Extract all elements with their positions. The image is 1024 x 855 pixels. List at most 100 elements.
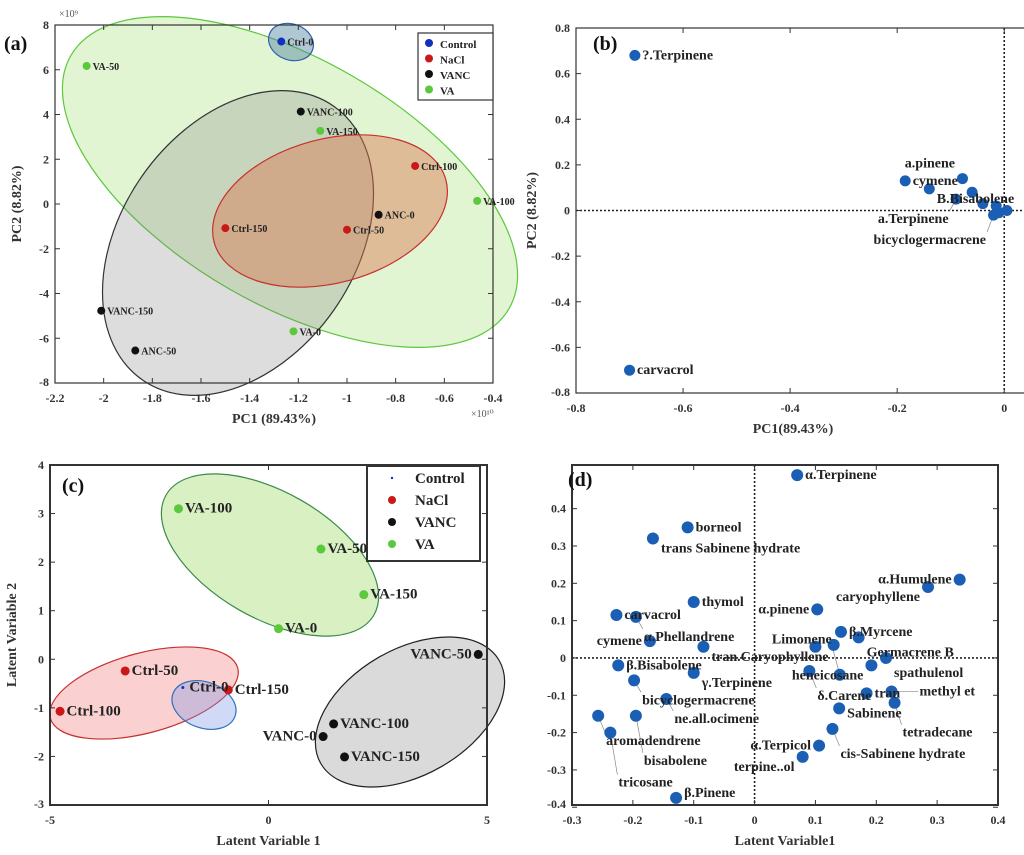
data-point [687,666,700,679]
legend-marker [425,70,433,78]
point-label: Germacrene B [867,645,954,660]
x-exponent: ×10¹⁰ [471,409,494,420]
x-tick-label: -2 [99,391,109,405]
point-label: β.Myrcene [849,625,912,640]
data-point [956,173,968,185]
x-tick-label: 0.3 [930,813,945,827]
data-point [316,126,325,135]
point-label: VANC-100 [307,108,353,119]
x-tick-label: -0.2 [888,401,907,415]
point-label: β.Bisabolene [626,658,701,673]
y-tick-label: 0 [43,197,49,211]
x-tick-label: -1.2 [289,391,308,405]
point-label: α.Terpicol [750,739,811,754]
data-point [813,739,826,752]
data-point [629,610,642,623]
y-axis-label: PC2 (8.82%) [10,165,25,242]
data-point [612,659,625,672]
legend-entry: VANC [415,515,456,531]
data-point [811,603,824,616]
y-tick-label: -0.3 [547,763,566,777]
panel-d: -0.3 -0.2 -0.1 0 0.1 0.2 0.3 0.4 -0.4 -0.3 -0.2 -0.… [547,464,1006,849]
label-leader-line [609,732,618,775]
points-layer [55,504,483,762]
data-point [880,651,893,664]
point-label: thymol [702,595,744,610]
y-tick-label: -3 [34,797,44,811]
y-tick-label: 0.2 [551,576,566,590]
data-point [289,327,298,336]
x-tick-label: -0.4 [781,401,800,415]
legend-entry: VA [440,86,455,98]
data-point [277,37,286,46]
y-exponent: ×10⁹ [59,9,79,20]
point-label: cymene [913,174,958,189]
confidence-ellipse [212,134,448,288]
y-tick-label: 8 [43,18,49,32]
legend-marker [388,540,396,548]
data-point [791,469,804,482]
x-tick-label: -0.6 [674,401,693,415]
y-tick-label: 0.4 [555,112,570,126]
point-label: aromadendrene [606,734,700,749]
point-label: carvacrol [637,363,694,378]
point-label: bisabolene [644,754,707,769]
point-label: α.pinene [758,602,809,617]
data-point [950,193,962,205]
data-point [852,631,865,644]
y-tick-label: -0.6 [551,340,570,354]
x-tick-label: -5 [45,813,55,827]
point-label: Ctrl-0 [287,38,313,49]
x-tick-label: -0.6 [435,391,454,405]
confidence-ellipse [314,636,506,788]
panel-tag: (b) [593,33,617,55]
point-label: VA-50 [327,541,367,557]
point-label: VANC-150 [351,749,420,765]
data-point [340,752,350,762]
confidence-ellipse [171,680,237,730]
data-point [923,183,935,195]
panel-b: -0.8 -0.6 -0.4 -0.2 0 -0.8 -0.6 -0.4 -0.2 0 0.2 0.4… [525,21,1024,437]
data-point [221,224,230,233]
point-label: borneol [696,520,742,535]
data-point [643,635,656,648]
data-point [411,161,420,170]
y-tick-label: -0.4 [551,295,570,309]
data-point [922,581,935,594]
y-tick-label: 4 [38,458,44,472]
data-point [827,638,840,651]
legend: Control NaCl VANC VA [366,465,481,562]
data-point [55,706,65,716]
data-point [865,659,878,672]
data-point [834,625,847,638]
point-label: Ctrl-100 [67,703,121,719]
y-tick-label: 0 [560,651,566,665]
y-tick-label: 0.2 [555,158,570,172]
data-point [473,196,482,205]
x-tick-label: 0.1 [808,813,823,827]
panel-a: -2.2 -2 -1.8 -1.6 -1.4 -1.2 -1 -0.8 -0.6 -0.4 -8 -6… [4,9,519,427]
y-tick-label: -6 [39,331,49,345]
point-label: bicyclogermacrene [642,693,754,708]
data-point [646,532,659,545]
point-label: tetradecane [903,726,973,741]
point-label: VA-100 [483,197,514,208]
point-label: Limonene [772,633,832,648]
panel-tag: (a) [4,33,27,55]
y-tick-label: 2 [38,555,44,569]
data-point [629,709,642,722]
x-tick-label: -0.1 [684,813,703,827]
y-tick-label: 1 [38,604,44,618]
point-label: VANC-150 [107,307,153,318]
y-axis-label: Latent Variable 2 [5,583,20,687]
x-tick-label: 0 [266,813,272,827]
data-point [1001,205,1013,216]
legend-entry: Control [440,39,476,51]
legend-box [366,465,481,562]
legend-marker [425,85,433,94]
point-label: cis-Sabinene hydrate [840,747,965,762]
x-axis-label: Latent Variable 1 [216,834,320,849]
y-tick-label: -0.2 [551,249,570,263]
data-point [343,225,351,234]
